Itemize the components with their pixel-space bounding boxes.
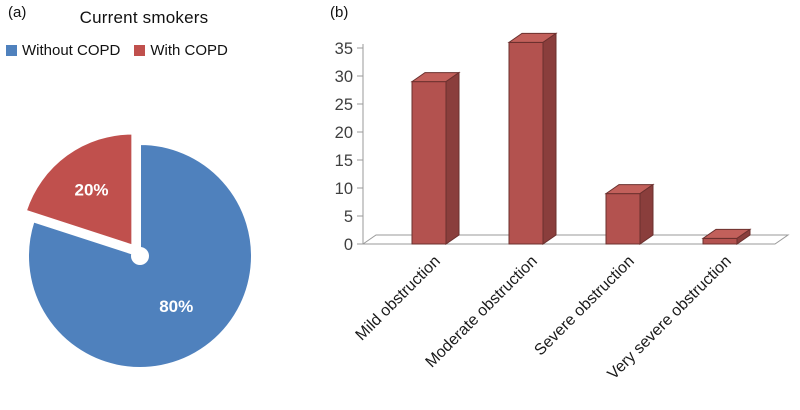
y-tick-label: 25 — [335, 96, 353, 114]
y-tick-label: 35 — [335, 40, 353, 58]
x-category-label: Moderate obstruction — [423, 253, 541, 371]
pie-center-hole — [131, 247, 149, 265]
bar-front-3 — [702, 237, 738, 245]
pie-data-label: 20% — [75, 180, 109, 199]
legend-swatch-red — [134, 45, 146, 56]
y-tick-label: 15 — [335, 152, 353, 170]
y-tick-label: 30 — [335, 68, 353, 86]
pie-slice-with-copd — [24, 132, 134, 247]
pie-data-label: 80% — [159, 297, 193, 316]
bar-front-0 — [411, 81, 447, 245]
bar-side-1 — [542, 32, 557, 245]
legend-label-with-copd: With COPD — [150, 42, 228, 59]
y-tick-label: 10 — [335, 180, 353, 198]
pie-legend: Without COPD With COPD — [6, 42, 228, 59]
x-category-label: Severe obstruction — [531, 253, 637, 359]
bar-side-0 — [445, 71, 460, 245]
y-tick-label: 0 — [344, 236, 353, 254]
legend-swatch-blue — [6, 45, 17, 56]
pie-chart-title: Current smokers — [79, 8, 209, 27]
legend-item-without-copd: Without COPD — [6, 42, 120, 59]
pie-chart: 80% 20% — [24, 132, 253, 369]
y-tick-label: 5 — [344, 208, 353, 226]
bar-side-3 — [736, 228, 751, 245]
y-tick-label: 20 — [335, 124, 353, 142]
legend-item-with-copd: With COPD — [134, 42, 228, 59]
x-category-label: Mild obstruction — [353, 253, 444, 344]
bar-side-2 — [639, 183, 654, 245]
panel-a-label: (a) — [8, 4, 27, 21]
legend-label-without-copd: Without COPD — [22, 42, 121, 59]
bar-front-2 — [605, 193, 641, 245]
panel-b-label: (b) — [330, 4, 349, 21]
bar-front-1 — [508, 41, 544, 245]
